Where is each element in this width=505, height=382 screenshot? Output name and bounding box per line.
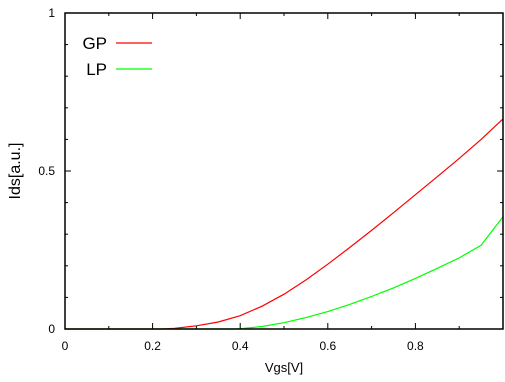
- tick-layer: [64, 12, 503, 330]
- x-tick-label: 0: [62, 339, 69, 353]
- x-tick-label: 0.8: [407, 339, 424, 353]
- y-axis-label: Ids[a.u.]: [7, 143, 24, 200]
- y-tick-label: 0: [48, 322, 55, 336]
- x-axis-label: Vgs[V]: [265, 360, 303, 375]
- legend: GP LP: [82, 34, 152, 79]
- y-tick-label: 1: [48, 6, 55, 20]
- x-tick-label: 0.4: [232, 339, 249, 353]
- y-tick-label: 0.5: [38, 164, 55, 178]
- x-tick-label: 0.2: [144, 339, 161, 353]
- legend-label-gp: GP: [82, 34, 107, 53]
- tick-label-layer: 0 0.2 0.4 0.6 0.8 0 0.5 1: [38, 6, 424, 353]
- legend-label-lp: LP: [86, 60, 107, 79]
- x-tick-label: 0.6: [319, 339, 336, 353]
